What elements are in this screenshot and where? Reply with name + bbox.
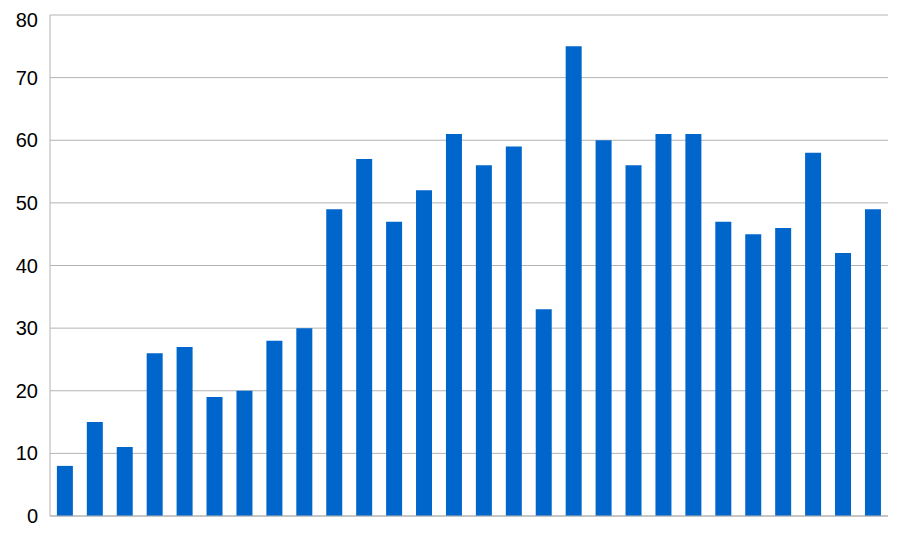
- svg-text:50: 50: [16, 192, 38, 214]
- svg-text:20: 20: [16, 380, 38, 402]
- svg-text:0: 0: [27, 505, 38, 527]
- svg-text:30: 30: [16, 317, 38, 339]
- svg-text:80: 80: [16, 9, 38, 31]
- svg-text:40: 40: [16, 255, 38, 277]
- svg-text:60: 60: [16, 129, 38, 151]
- svg-text:70: 70: [16, 67, 38, 89]
- svg-text:10: 10: [16, 442, 38, 464]
